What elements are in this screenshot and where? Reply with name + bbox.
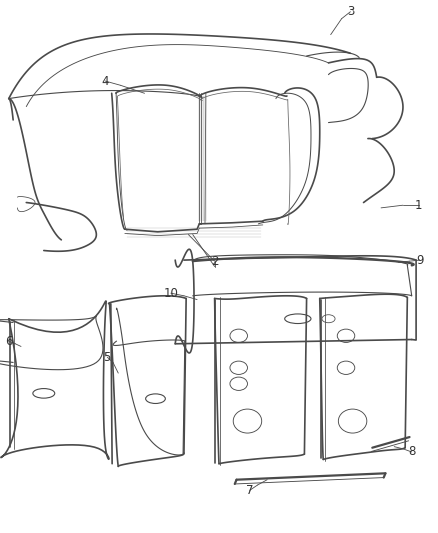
Text: 6: 6 bbox=[5, 335, 13, 348]
Text: 5: 5 bbox=[104, 351, 111, 364]
Text: 1: 1 bbox=[415, 199, 423, 212]
Text: 3: 3 bbox=[347, 5, 354, 18]
Text: 4: 4 bbox=[101, 75, 109, 87]
Text: 2: 2 bbox=[211, 255, 219, 268]
Text: 8: 8 bbox=[408, 446, 415, 458]
Text: 9: 9 bbox=[416, 254, 424, 266]
Text: 7: 7 bbox=[246, 484, 254, 497]
Text: 10: 10 bbox=[163, 287, 178, 300]
